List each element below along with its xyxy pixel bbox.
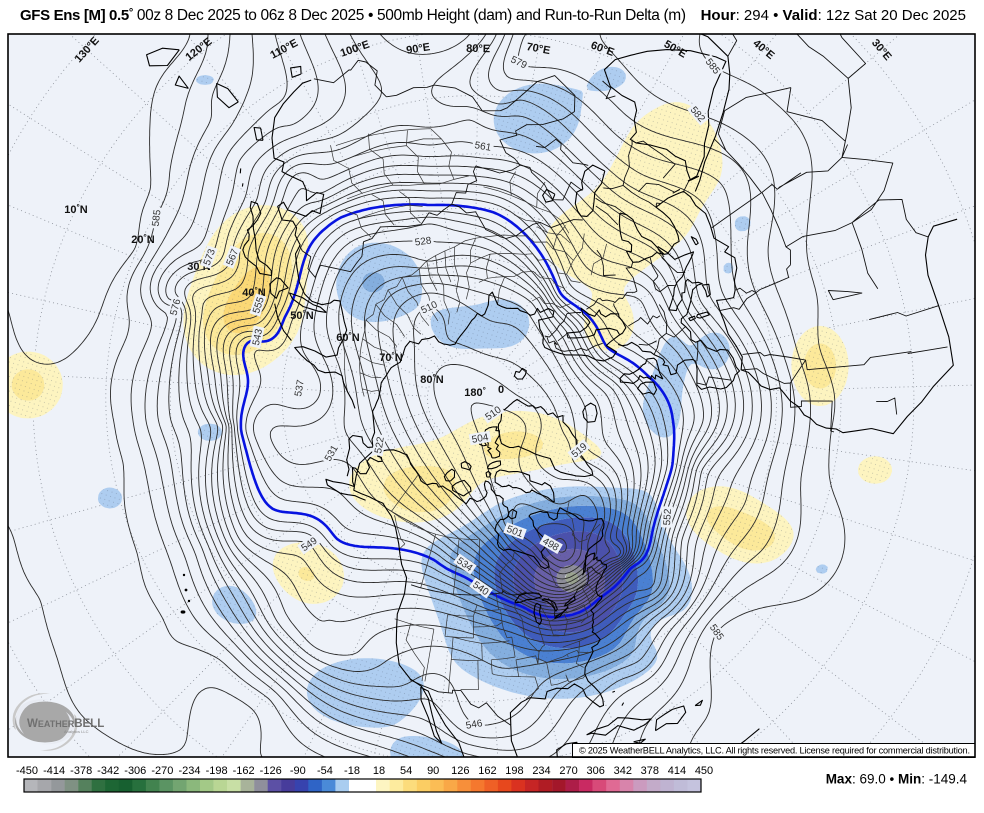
svg-text:-198: -198 [206, 765, 228, 777]
svg-text:234: 234 [532, 765, 550, 777]
svg-text:198: 198 [505, 765, 523, 777]
svg-text:© 2025 WeatherBELL Analytics,: © 2025 WeatherBELL Analytics, LLC. All r… [579, 746, 970, 756]
svg-text:126: 126 [451, 765, 469, 777]
svg-text:522: 522 [373, 436, 387, 455]
svg-text:270: 270 [559, 765, 577, 777]
svg-text:378: 378 [641, 765, 659, 777]
svg-text:GFS Ens [M] 0.5° 00z 8 Dec 202: GFS Ens [M] 0.5° 00z 8 Dec 2025 to 06z 8… [20, 7, 686, 24]
svg-text:80°N: 80°N [420, 373, 443, 386]
svg-text:504: 504 [471, 432, 490, 446]
svg-text:-306: -306 [124, 765, 146, 777]
svg-text:-126: -126 [260, 765, 282, 777]
svg-text:-162: -162 [233, 765, 255, 777]
svg-text:552: 552 [662, 508, 674, 526]
svg-text:-414: -414 [43, 765, 65, 777]
svg-text:-270: -270 [151, 765, 173, 777]
svg-text:162: 162 [478, 765, 496, 777]
svg-text:Hour: 294 • Valid: 12z Sat 20: Hour: 294 • Valid: 12z Sat 20 Dec 2025 [701, 7, 966, 24]
svg-text:80°E: 80°E [466, 43, 490, 55]
svg-text:543: 543 [251, 327, 265, 346]
svg-text:537: 537 [293, 379, 307, 398]
svg-text:-450: -450 [16, 765, 38, 777]
svg-text:-234: -234 [178, 765, 200, 777]
svg-text:54: 54 [400, 765, 412, 777]
svg-text:70°E: 70°E [525, 41, 551, 57]
svg-text:450: 450 [695, 765, 713, 777]
svg-text:-342: -342 [97, 765, 119, 777]
svg-text:10°N: 10°N [64, 203, 87, 216]
svg-text:561: 561 [474, 140, 493, 154]
svg-text:70°N: 70°N [379, 351, 402, 364]
svg-text:306: 306 [587, 765, 605, 777]
svg-text:546: 546 [465, 718, 484, 732]
svg-text:528: 528 [414, 235, 432, 248]
svg-text:180°: 180° [464, 386, 486, 399]
svg-text:18: 18 [373, 765, 385, 777]
svg-text:0: 0 [498, 384, 504, 396]
svg-text:60°N: 60°N [336, 331, 359, 344]
svg-text:576: 576 [168, 297, 183, 316]
svg-text:555: 555 [251, 295, 267, 315]
svg-text:-90: -90 [290, 765, 306, 777]
svg-text:WEATHERBELL: WEATHERBELL [27, 718, 104, 730]
svg-text:342: 342 [614, 765, 632, 777]
svg-text:-18: -18 [344, 765, 360, 777]
svg-text:-54: -54 [317, 765, 333, 777]
svg-text:Analytics LLC: Analytics LLC [64, 729, 89, 734]
svg-text:90°E: 90°E [405, 41, 431, 57]
svg-text:-378: -378 [70, 765, 92, 777]
svg-text:20°N: 20°N [131, 233, 154, 246]
svg-text:Max: 69.0 • Min: -149.4: Max: 69.0 • Min: -149.4 [826, 772, 968, 787]
svg-text:414: 414 [668, 765, 686, 777]
svg-text:50°N: 50°N [290, 309, 313, 322]
svg-text:90: 90 [427, 765, 439, 777]
svg-text:585: 585 [151, 209, 164, 227]
